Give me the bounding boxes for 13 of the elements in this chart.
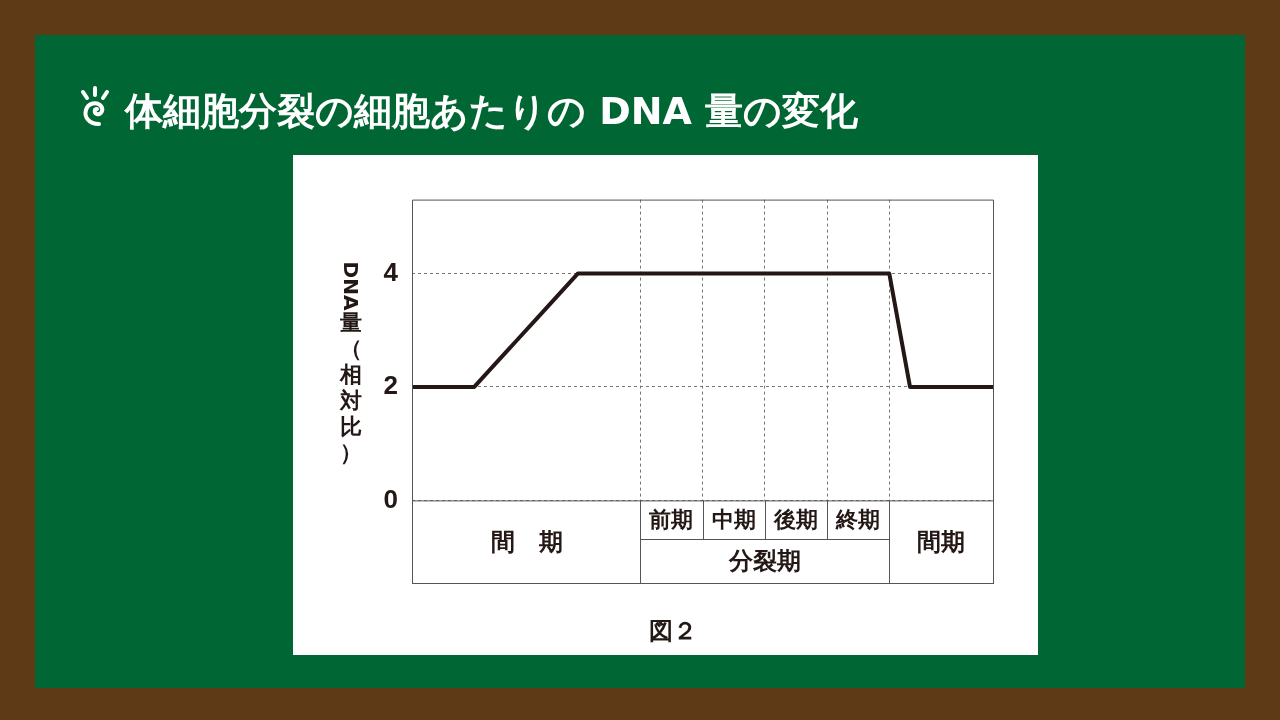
text: 分裂期 (640, 539, 891, 585)
y-tick-label: 0 (383, 483, 398, 514)
text: 前期 (640, 500, 704, 541)
y-tick-label: 2 (383, 370, 398, 401)
chart-title: 体細胞分裂の細胞あたりの DNA 量の変化 (125, 88, 859, 135)
text: 終期 (827, 500, 891, 541)
y-axis-title: DNA 量（相対比） (338, 261, 364, 466)
text: 間 期 (412, 500, 642, 585)
text: 間期 (889, 500, 994, 585)
y-tick-label: 4 (383, 256, 399, 287)
text: 後期 (764, 500, 828, 541)
caption: 図２ (648, 616, 697, 647)
text: 中期 (702, 500, 766, 541)
